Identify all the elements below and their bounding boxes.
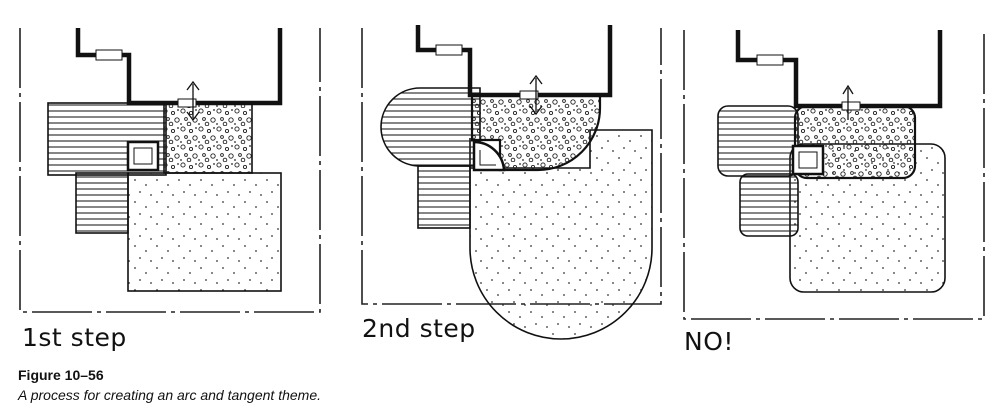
- property-lines: [19, 28, 321, 313]
- deck-lower: [739, 173, 799, 237]
- gravel-patio: [163, 102, 253, 174]
- deck-lower: [417, 165, 471, 229]
- property-lines: [683, 30, 985, 320]
- panel-3: [683, 30, 985, 320]
- house-wall: [415, 25, 613, 98]
- panel-2-label: 2nd step: [362, 314, 476, 343]
- gravel-patio: [470, 93, 602, 172]
- door-arrow-icon: [529, 74, 543, 116]
- house-wall: [75, 28, 283, 106]
- figure-caption: A process for creating an arc and tangen…: [18, 387, 321, 403]
- deck-upper: [717, 105, 799, 177]
- door-arrow-icon: [186, 80, 200, 122]
- planter: [472, 140, 506, 172]
- deck-lower: [75, 172, 129, 234]
- house-wall: [735, 30, 943, 109]
- deck-upper: [380, 87, 481, 167]
- figure-number: Figure 10–56: [18, 367, 104, 383]
- lawn-area: [469, 129, 653, 340]
- panel-2: [361, 25, 662, 340]
- lawn-area: [127, 172, 282, 292]
- panel-3-label: NO!: [684, 327, 734, 356]
- panel-1-label: 1st step: [22, 323, 127, 352]
- panel-1: [19, 28, 321, 313]
- door-arrow-icon: [842, 84, 854, 120]
- planter: [791, 144, 825, 176]
- planter: [126, 140, 160, 172]
